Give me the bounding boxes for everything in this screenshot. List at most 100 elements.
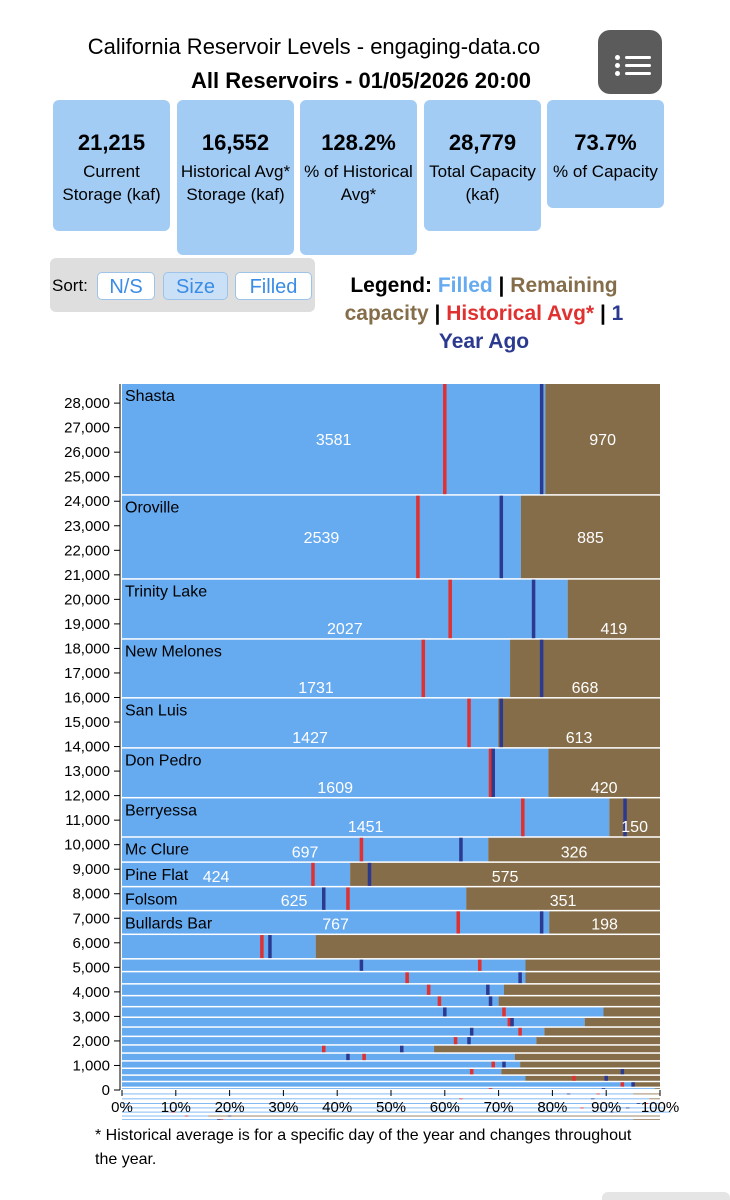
y-tick-label: 11,000: [65, 812, 110, 829]
y-tick-label: 0: [102, 1082, 110, 1099]
historical-avg-marker: [362, 1053, 366, 1061]
y-tick-label: 21,000: [64, 567, 110, 584]
year-ago-marker: [217, 1119, 221, 1120]
year-ago-marker: [604, 1075, 608, 1081]
menu-button[interactable]: [598, 30, 662, 94]
remaining-value-label: 668: [572, 680, 599, 697]
reservoir-name-label: Oroville: [125, 500, 179, 517]
historical-avg-marker: [459, 1098, 463, 1100]
filled-value-label: 1609: [317, 780, 353, 797]
year-ago-marker: [609, 1111, 614, 1113]
reservoir-chart: Shasta 3581 970 Oroville 2539 885 Trinity Lake…: [64, 384, 679, 1120]
bar-remaining: [315, 935, 660, 959]
stat-card-current-storage: 21,215 Current Storage (kaf): [53, 100, 170, 231]
bar-filled: [122, 1119, 634, 1120]
year-ago-marker: [591, 1098, 595, 1100]
y-tick-label: 7,000: [72, 910, 110, 927]
bar-filled: [122, 996, 499, 1006]
legend-remaining: Remaining capacity: [344, 274, 618, 325]
y-tick-label: 2,000: [72, 1033, 110, 1050]
historical-avg-marker: [469, 1069, 474, 1075]
stat-value: 73.7%: [574, 130, 637, 155]
historical-avg-marker: [488, 1088, 493, 1089]
legend-separator: |: [498, 274, 505, 297]
bar-filled: [122, 1088, 655, 1089]
bar-remaining: [633, 1119, 660, 1120]
filled-value-label: 424: [203, 869, 230, 886]
bar-filled: [122, 579, 568, 639]
sort-label: Sort:: [52, 276, 88, 295]
historical-avg-marker: [437, 996, 442, 1006]
bar-remaining: [603, 1007, 660, 1017]
year-ago-marker: [631, 1082, 635, 1087]
historical-avg-marker: [346, 887, 350, 910]
bar-remaining: [498, 996, 660, 1006]
reservoir-name-label: Pine Flat: [125, 867, 189, 884]
stat-value: 128.2%: [321, 130, 396, 155]
bottom-bar: [602, 1192, 730, 1200]
year-ago-marker: [443, 1007, 447, 1017]
y-tick-label: 13,000: [64, 763, 110, 780]
bar-remaining: [520, 1061, 660, 1068]
sort-control: Sort: N/S Size Filled: [50, 258, 315, 312]
year-ago-marker: [268, 935, 272, 959]
historical-avg-marker: [426, 984, 431, 995]
year-ago-marker: [502, 1061, 506, 1068]
year-ago-marker: [636, 1103, 641, 1104]
y-tick-label: 26,000: [64, 444, 110, 461]
bar-remaining: [654, 1088, 660, 1089]
y-tick-label: 23,000: [64, 518, 110, 535]
year-ago-marker: [322, 887, 326, 910]
y-tick-label: 20,000: [64, 591, 110, 608]
remaining-value-label: 351: [550, 893, 577, 910]
y-tick-label: 22,000: [64, 542, 110, 559]
historical-avg-marker: [184, 1115, 189, 1117]
historical-avg-marker: [453, 1037, 458, 1045]
bar-filled: [122, 1053, 515, 1061]
bar-remaining: [503, 984, 660, 995]
year-ago-marker: [539, 639, 544, 698]
stat-card-pct-historical-avg: 128.2% % of Historical Avg*: [300, 100, 417, 255]
y-tick-label: 24,000: [64, 493, 110, 510]
year-ago-marker: [469, 1027, 474, 1036]
y-tick-label: 25,000: [64, 469, 110, 486]
filled-value-label: 2027: [327, 621, 363, 638]
year-ago-marker: [400, 1045, 404, 1053]
y-tick-label: 5,000: [72, 959, 110, 976]
sort-filled-button[interactable]: Filled: [235, 272, 312, 300]
bar-remaining: [350, 862, 660, 886]
stat-label: % of Historical Avg*: [304, 162, 413, 204]
bar-remaining: [514, 1053, 660, 1061]
y-tick-label: 18,000: [64, 640, 110, 657]
bar-filled: [122, 1045, 435, 1053]
historical-avg-marker: [580, 1107, 584, 1109]
year-ago-marker: [518, 972, 522, 984]
historical-avg-marker: [405, 972, 409, 984]
y-tick-label: 12,000: [64, 788, 110, 805]
bar-remaining: [544, 1027, 660, 1036]
bar-remaining: [525, 1075, 660, 1081]
y-tick-label: 4,000: [72, 984, 110, 1001]
reservoir-name-label: Shasta: [125, 388, 175, 405]
remaining-value-label: 575: [492, 869, 519, 886]
historical-avg-marker: [456, 911, 460, 934]
year-ago-marker: [623, 798, 627, 837]
year-ago-marker: [367, 862, 372, 886]
y-tick-label: 8,000: [72, 886, 110, 903]
stat-value: 21,215: [77, 130, 146, 155]
historical-avg-marker: [502, 1007, 506, 1017]
stat-value: 28,779: [448, 130, 517, 155]
bar-remaining: [501, 1069, 660, 1075]
year-ago-marker: [486, 984, 490, 995]
sort-size-button[interactable]: Size: [163, 272, 228, 300]
stat-card-historical-avg-storage: 16,552 Historical Avg* Storage (kaf): [177, 100, 294, 255]
sort-ns-button[interactable]: N/S: [97, 272, 155, 300]
y-tick-label: 17,000: [64, 665, 110, 682]
stat-label: Historical Avg* Storage (kaf): [180, 162, 291, 204]
year-ago-marker: [499, 698, 504, 748]
bar-remaining: [545, 384, 660, 495]
x-tick-label: 60%: [430, 1099, 460, 1116]
legend-prefix: Legend:: [350, 274, 433, 297]
remaining-value-label: 419: [600, 621, 627, 638]
bar-filled: [122, 1115, 209, 1117]
